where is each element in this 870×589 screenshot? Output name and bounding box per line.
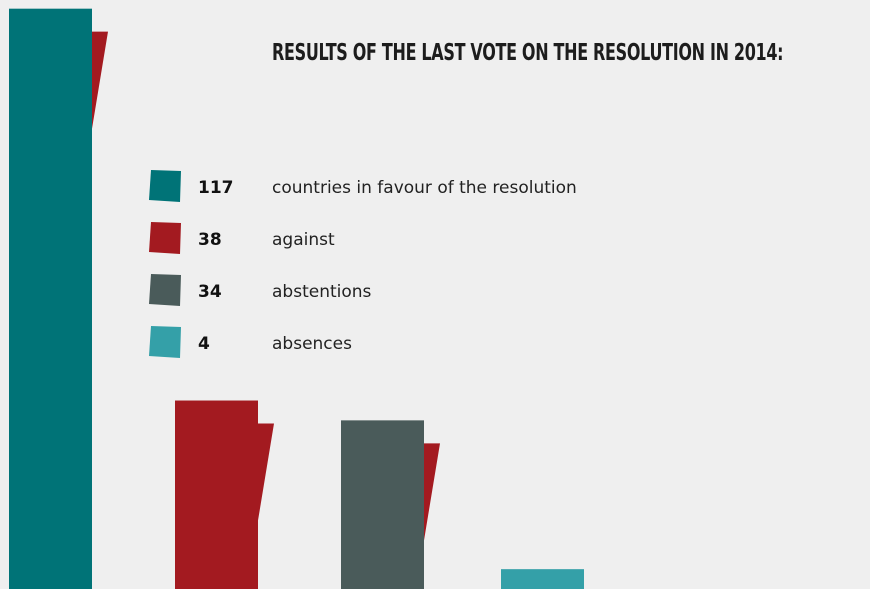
legend-label: against: [272, 230, 335, 250]
bar-absences: [501, 569, 584, 589]
bar-abstentions-ribbon: [424, 443, 440, 541]
legend-swatch-against: [149, 222, 181, 254]
legend: 117 countries in favour of the resolutio…: [149, 170, 849, 378]
legend-label: countries in favour of the resolution: [272, 178, 577, 198]
legend-count: 34: [198, 282, 222, 302]
legend-count: 4: [198, 334, 210, 354]
legend-item-against: 38 against: [149, 222, 849, 274]
bar-in-favour-ribbon: [92, 31, 108, 129]
legend-item-abstentions: 34 abstentions: [149, 274, 849, 326]
legend-item-in-favour: 117 countries in favour of the resolutio…: [149, 170, 849, 222]
bar-against: [175, 400, 258, 589]
legend-label: abstentions: [272, 282, 372, 302]
bar-in-favour: [9, 8, 92, 589]
bar-against-ribbon: [258, 423, 274, 521]
legend-label: absences: [272, 334, 352, 354]
legend-swatch-absences: [149, 326, 181, 358]
legend-count: 117: [198, 178, 234, 198]
chart-title: Results of the last vote on the resoluti…: [272, 38, 784, 66]
legend-swatch-in-favour: [149, 170, 181, 202]
bar-abstentions: [341, 420, 424, 589]
legend-swatch-abstentions: [149, 274, 181, 306]
legend-count: 38: [198, 230, 222, 250]
legend-item-absences: 4 absences: [149, 326, 849, 378]
